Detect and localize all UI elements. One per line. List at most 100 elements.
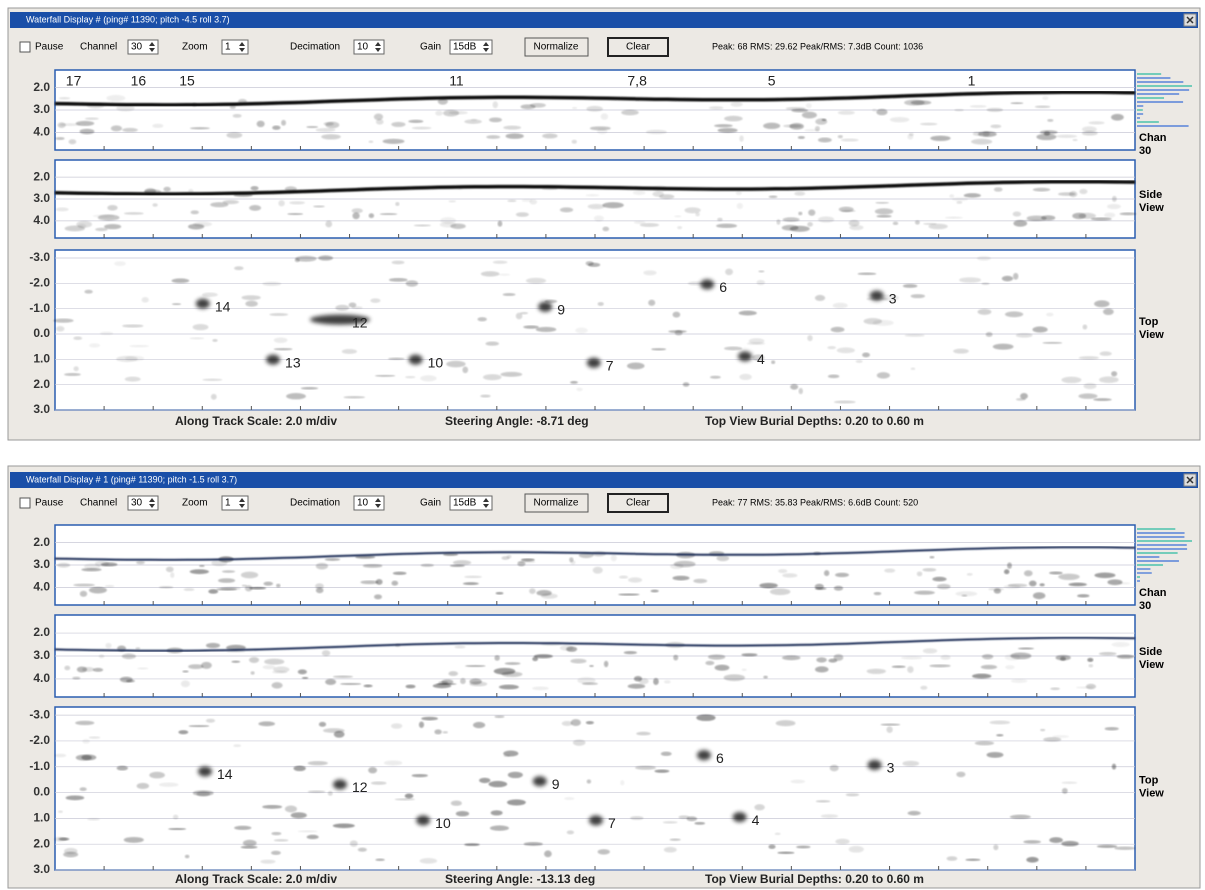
speckle <box>1104 213 1115 218</box>
normalize-label: Normalize <box>533 42 578 53</box>
speckle <box>1026 857 1038 863</box>
speckle <box>687 816 698 821</box>
speckle <box>363 564 383 568</box>
speckle <box>391 723 402 729</box>
speckle <box>1042 342 1062 344</box>
speckle <box>507 200 516 202</box>
speckle <box>1007 562 1012 568</box>
speckle <box>664 847 677 853</box>
clear-label: Clear <box>626 498 651 509</box>
target-label: 17 <box>66 73 82 89</box>
speckle <box>508 772 523 778</box>
y-tick-label: -1.0 <box>29 301 50 315</box>
speckle <box>771 360 775 364</box>
speckle <box>443 731 448 733</box>
speckle <box>838 111 855 115</box>
speckle <box>783 217 800 222</box>
speckle <box>1058 574 1080 580</box>
speckle <box>419 721 424 728</box>
speckle <box>73 336 82 340</box>
speckle <box>790 780 805 784</box>
speckle <box>64 373 81 376</box>
speckle <box>987 752 1004 758</box>
pause-checkbox[interactable] <box>20 498 30 508</box>
speckle <box>82 667 94 672</box>
speckle <box>196 791 210 796</box>
speckle <box>172 303 181 305</box>
speckle <box>249 657 259 663</box>
speckle <box>977 256 991 260</box>
speckle <box>849 220 860 227</box>
speckle <box>293 766 305 771</box>
speckle <box>271 832 281 835</box>
speckle <box>741 653 757 656</box>
target-label: 1 <box>968 73 976 89</box>
speckle <box>952 197 968 201</box>
speckle <box>421 564 434 567</box>
speckle <box>571 719 581 726</box>
speckle <box>945 217 963 219</box>
speckle <box>1062 788 1068 794</box>
label-line: Chan <box>1139 587 1167 599</box>
speckle <box>653 678 659 685</box>
speckle <box>815 295 825 301</box>
y-tick-label: 2.0 <box>33 377 50 391</box>
speckle <box>654 770 669 773</box>
speckle <box>1018 648 1034 650</box>
speckle <box>322 650 330 656</box>
speckle <box>73 366 78 371</box>
speckle <box>1010 815 1031 819</box>
target-echo <box>587 358 601 368</box>
speckle <box>55 137 64 140</box>
speckle <box>363 685 372 688</box>
speckle <box>89 343 100 347</box>
speckle <box>75 721 94 725</box>
speckle <box>318 255 333 260</box>
speckle <box>1084 383 1097 389</box>
speckle <box>620 780 624 785</box>
speckle <box>920 686 927 690</box>
speckle <box>490 825 509 830</box>
speckle <box>789 123 803 130</box>
speckle <box>715 665 730 671</box>
speckle <box>586 194 600 197</box>
speckle <box>480 395 491 398</box>
speckle <box>628 577 642 582</box>
speckle <box>316 128 336 132</box>
pause-checkbox[interactable] <box>20 42 30 52</box>
speckle <box>903 284 918 288</box>
speckle <box>993 344 1014 350</box>
speckle <box>1050 687 1060 690</box>
speckle <box>137 667 148 669</box>
speckle <box>1112 764 1116 770</box>
speckle <box>650 590 658 593</box>
speckle <box>1049 572 1063 575</box>
speckle <box>1114 846 1135 850</box>
speckle <box>1047 119 1053 122</box>
speckle <box>841 210 856 212</box>
y-tick-label: 4.0 <box>33 671 50 685</box>
y-tick-label: 3.0 <box>33 402 50 416</box>
target-label: 3 <box>887 760 895 776</box>
target-label: 14 <box>215 298 231 314</box>
speckle <box>81 568 101 571</box>
speckle <box>340 683 361 685</box>
speckle <box>262 665 275 669</box>
footer-text: Along Track Scale: 2.0 m/div <box>175 872 337 886</box>
y-tick-label: -3.0 <box>29 250 50 264</box>
speckle <box>775 833 781 835</box>
spin-value: 30 <box>131 498 143 509</box>
speckle <box>233 744 241 747</box>
speckle <box>313 205 325 207</box>
speckle <box>433 684 452 689</box>
speckle <box>796 846 811 849</box>
speckle <box>880 724 900 726</box>
speckle <box>105 643 111 648</box>
speckle <box>875 202 889 204</box>
speckle <box>1061 781 1077 784</box>
speckle <box>1029 581 1037 587</box>
speckle <box>841 139 859 142</box>
speckle <box>770 588 791 595</box>
speckle <box>206 719 215 723</box>
speckle <box>1002 276 1013 282</box>
